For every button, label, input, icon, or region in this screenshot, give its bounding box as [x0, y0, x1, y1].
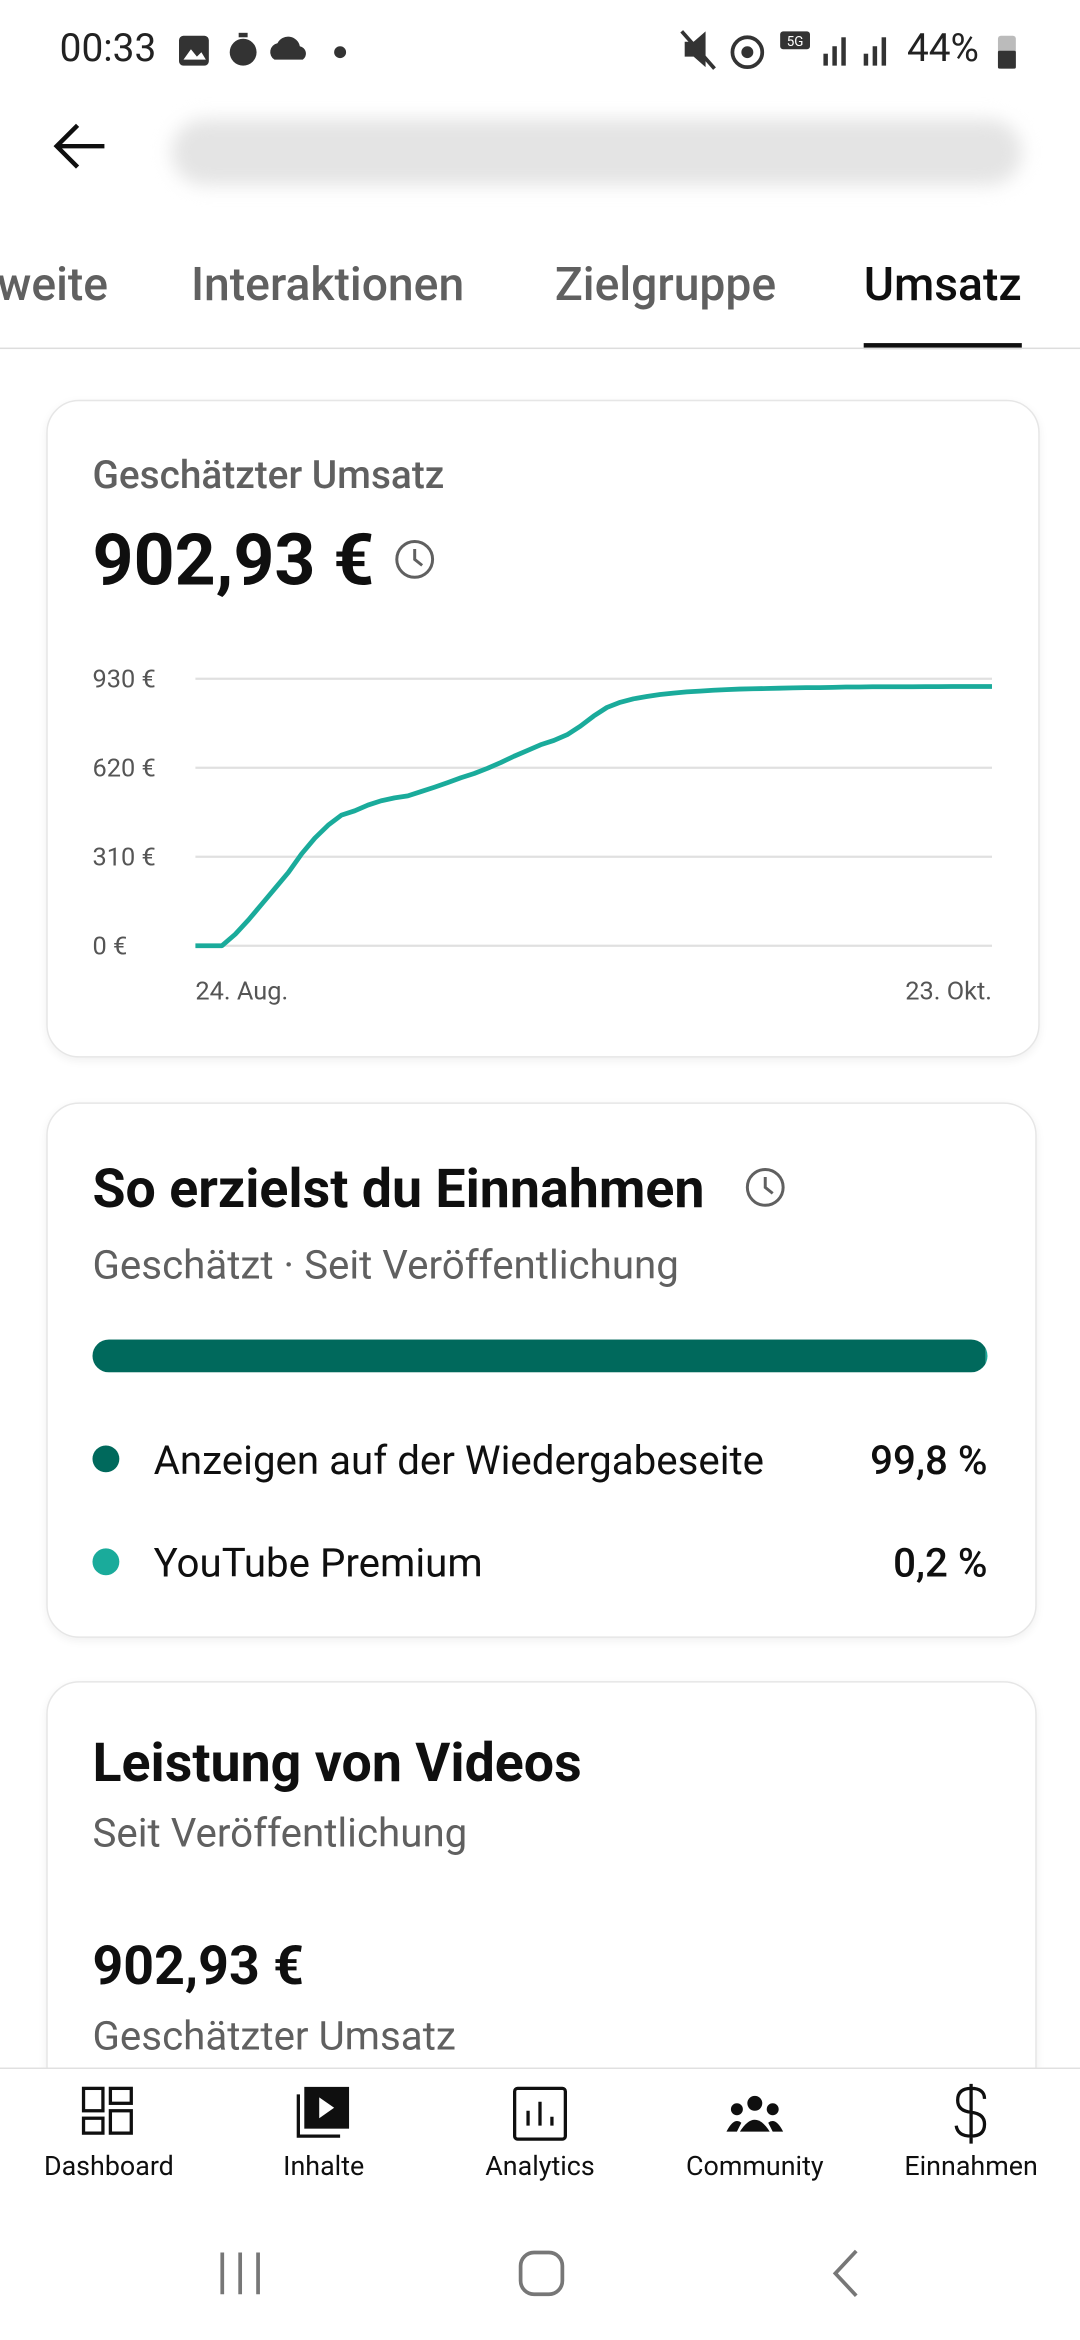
x-tick-label: 23. Okt. — [905, 976, 992, 1006]
tab[interactable]: Zielgruppe — [554, 256, 777, 312]
card-subtitle: Seit Veröffentlichung — [92, 1809, 468, 1858]
share-bar — [92, 1339, 988, 1373]
nav-item[interactable]: Einnahmen — [904, 2151, 1038, 2183]
share-segment — [92, 1339, 986, 1373]
info-clock-icon[interactable] — [744, 1167, 786, 1209]
y-tick-label: 620 € — [92, 754, 155, 784]
card-title: So erzielst du Einnahmen — [92, 1157, 705, 1221]
revenue-chart: 0 € 310 € 620 € 930 € 24. Aug. 23. Okt. — [92, 665, 992, 1006]
nav-item[interactable]: Community — [686, 2151, 824, 2183]
nav-item[interactable]: Dashboard — [43, 2151, 174, 2183]
y-tick-label: 0 € — [92, 932, 127, 962]
source-value: 0,2 % — [893, 1540, 987, 1587]
tab[interactable]: Interaktionen — [190, 256, 465, 312]
share-segment — [985, 1339, 988, 1373]
nav-item[interactable]: Inhalte — [283, 2151, 365, 2183]
card-title: Leistung von Videos — [92, 1731, 582, 1795]
videos-total-label: Geschätzter Umsatz — [92, 2012, 456, 2061]
revenue-total: 902,93 € — [92, 517, 375, 603]
revenue-line — [195, 684, 992, 949]
svg-text:5G: 5G — [787, 35, 804, 50]
active-tab-indicator — [863, 343, 1022, 350]
videos-total: 902,93 € — [92, 1934, 304, 1998]
status-battery: 44% — [906, 26, 979, 72]
info-clock-icon[interactable] — [394, 539, 436, 581]
status-time: 00:33 — [59, 26, 157, 72]
nav-icons — [81, 2083, 987, 2144]
y-tick-label: 310 € — [92, 843, 155, 873]
card-title: Geschätzter Umsatz — [92, 453, 445, 499]
status-icons-right: 5G — [680, 30, 1016, 70]
tab-divider — [0, 347, 1080, 350]
card-subtitle: Geschätzt · Seit Veröffentlichung — [92, 1241, 679, 1289]
source-name: Anzeigen auf der Wiedergabeseite — [154, 1437, 764, 1484]
source-value: 99,8 % — [870, 1437, 987, 1484]
y-tick-label: 930 € — [92, 665, 155, 695]
x-tick-label: 24. Aug. — [195, 976, 288, 1006]
tab[interactable]: weite — [0, 256, 109, 312]
blurred-channel-name — [171, 119, 1022, 185]
earnings-breakdown: Anzeigen auf der Wiedergabeseite 99,8 % Yo… — [92, 1339, 988, 1587]
source-name: YouTube Premium — [154, 1540, 483, 1587]
status-icons-left — [179, 32, 347, 66]
tab[interactable]: Umsatz — [863, 256, 1022, 312]
back-button[interactable] — [51, 119, 111, 173]
legend-dot — [92, 1548, 120, 1576]
nav-item[interactable]: Analytics — [485, 2151, 595, 2183]
legend-dot — [92, 1445, 120, 1473]
system-nav — [220, 2249, 858, 2297]
